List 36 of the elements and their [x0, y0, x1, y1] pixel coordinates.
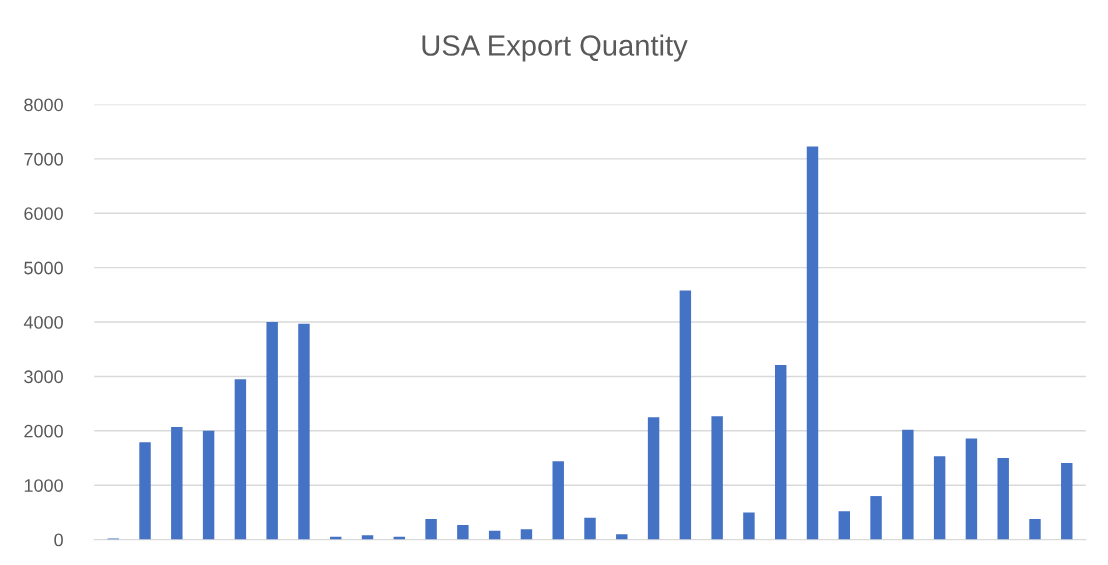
bar [139, 442, 151, 540]
bar [202, 430, 215, 540]
bar [1061, 462, 1073, 540]
bar [457, 524, 469, 540]
bar [1029, 518, 1041, 540]
chart-title: USA Export Quantity [422, 34, 688, 62]
bar [171, 427, 183, 540]
bar [234, 379, 247, 540]
bar [743, 512, 755, 540]
bar [266, 322, 278, 540]
bar [997, 458, 1009, 540]
bar [711, 416, 723, 540]
y-tick-label: 6000 [24, 207, 63, 221]
y-tick-label: 4000 [23, 315, 63, 329]
y-tick-label: 1000 [24, 479, 63, 492]
bar [552, 461, 564, 540]
bar [774, 365, 787, 540]
y-tick-label: 3000 [24, 370, 63, 384]
y-tick-label: 2000 [24, 424, 63, 438]
bar [838, 511, 850, 540]
bar [902, 429, 914, 540]
bar [806, 146, 819, 540]
bar [520, 529, 533, 540]
bar [870, 496, 882, 540]
bar [616, 534, 628, 540]
bar [647, 417, 660, 540]
y-tick-label: 8000 [24, 98, 63, 112]
bar [933, 456, 946, 540]
bar [298, 323, 310, 540]
y-tick-label: 7000 [24, 152, 63, 166]
y-tick-label: 0 [54, 533, 63, 547]
bar [965, 438, 978, 540]
y-tick-label: 5000 [24, 261, 63, 275]
bar [425, 518, 437, 540]
bar [584, 517, 596, 540]
bar [679, 290, 692, 540]
